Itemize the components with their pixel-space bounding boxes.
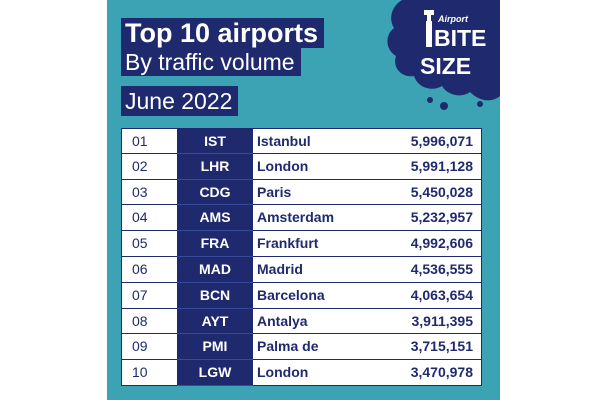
value-cell: 5,450,028	[377, 179, 482, 206]
city-cell: Barcelona	[253, 282, 377, 309]
value-cell: 5,991,128	[377, 153, 482, 180]
code-cell: PMI	[177, 334, 253, 361]
table-row: 09 PMI Palma de Mallorca 3,715,151	[121, 334, 482, 380]
city-cell: Amsterdam	[253, 205, 377, 232]
rank-cell: 07	[121, 282, 177, 309]
city-cell: Paris	[253, 179, 377, 206]
table-row: 06 MAD Madrid 4,536,555	[121, 256, 482, 283]
code-cell: LHR	[177, 153, 253, 180]
logo-line2: SIZE	[420, 53, 471, 79]
logo-line1: BITE	[434, 25, 486, 51]
bite-size-logo: Airport BITE SIZE	[387, 0, 500, 110]
code-cell: AYT	[177, 308, 253, 335]
rank-cell: 01	[121, 128, 177, 154]
table-row: 04 AMS Amsterdam 5,232,957	[121, 205, 482, 232]
value-cell: 3,470,978	[377, 360, 482, 386]
value-cell: 4,992,606	[377, 231, 482, 257]
city-cell: London	[253, 153, 377, 180]
code-cell: CDG	[177, 179, 253, 206]
value-cell: 4,063,654	[377, 282, 482, 309]
city-cell: Antalya	[253, 308, 377, 335]
subtitle: By traffic volume	[121, 48, 301, 76]
city-cell: Istanbul	[253, 128, 377, 154]
table-row: 05 FRA Frankfurt 4,992,606	[121, 231, 482, 257]
airport-table: 01 IST Istanbul 5,996,071 02 LHR London …	[121, 128, 482, 386]
rank-cell: 10	[121, 360, 177, 386]
rank-cell: 08	[121, 308, 177, 335]
table-row: 07 BCN Barcelona 4,063,654	[121, 282, 482, 309]
rank-cell: 06	[121, 256, 177, 283]
table-row: 02 LHR London 5,991,128	[121, 153, 482, 180]
city-cell: London	[253, 360, 377, 386]
table-row: 10 LGW London 3,470,978	[121, 360, 482, 386]
infographic-panel: Top 10 airports By traffic volume June 2…	[107, 0, 500, 400]
rank-cell: 09	[121, 334, 177, 361]
table-row: 01 IST Istanbul 5,996,071	[121, 128, 482, 154]
rank-cell: 05	[121, 231, 177, 257]
table-row: 08 AYT Antalya 3,911,395	[121, 308, 482, 335]
table-row: 03 CDG Paris 5,450,028	[121, 179, 482, 206]
value-cell: 3,715,151	[377, 334, 482, 361]
rank-cell: 03	[121, 179, 177, 206]
value-cell: 3,911,395	[377, 308, 482, 335]
value-cell: 5,996,071	[377, 128, 482, 154]
page-title: Top 10 airports	[121, 18, 325, 48]
control-tower-icon	[424, 10, 434, 47]
city-cell: Palma de Mallorca	[253, 334, 377, 380]
rank-cell: 02	[121, 153, 177, 180]
value-cell: 4,536,555	[377, 256, 482, 283]
code-cell: BCN	[177, 282, 253, 309]
logo-small-text: Airport	[437, 14, 469, 24]
code-cell: IST	[177, 128, 253, 154]
code-cell: FRA	[177, 231, 253, 257]
code-cell: MAD	[177, 256, 253, 283]
city-cell: Frankfurt	[253, 231, 377, 257]
value-cell: 5,232,957	[377, 205, 482, 232]
code-cell: LGW	[177, 360, 253, 386]
code-cell: AMS	[177, 205, 253, 232]
rank-cell: 04	[121, 205, 177, 232]
city-cell: Madrid	[253, 256, 377, 283]
period-label: June 2022	[121, 86, 239, 116]
